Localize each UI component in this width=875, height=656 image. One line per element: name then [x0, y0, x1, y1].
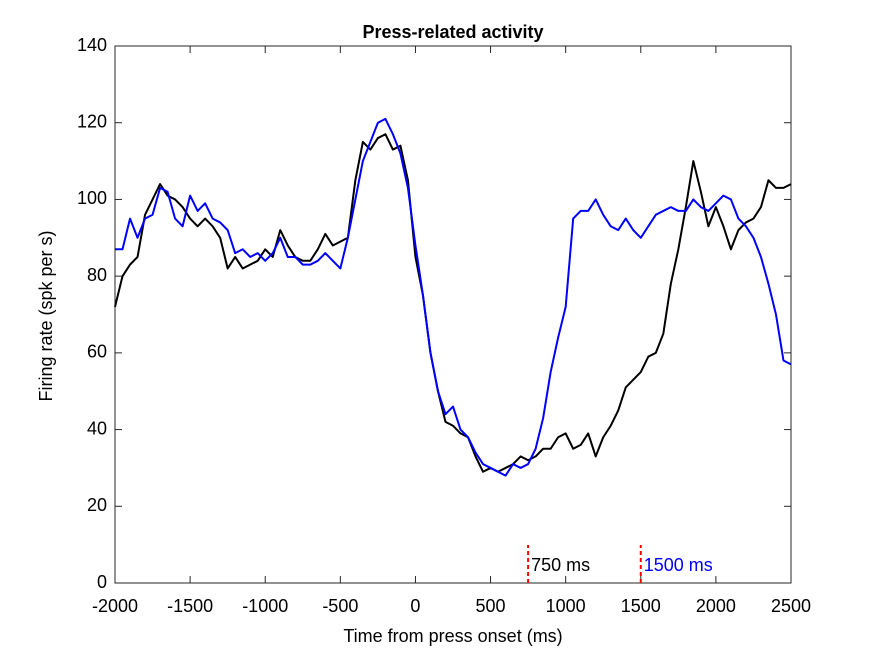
- y-tick-label: 20: [87, 495, 107, 515]
- x-tick-label: 1500: [621, 596, 661, 616]
- x-tick-label: 2000: [696, 596, 736, 616]
- y-tick-label: 100: [77, 188, 107, 208]
- x-tick-label: 2500: [771, 596, 811, 616]
- y-tick-label: 140: [77, 35, 107, 55]
- annotation-label: 1500 ms: [644, 555, 713, 575]
- y-tick-label: 80: [87, 265, 107, 285]
- x-axis-label: Time from press onset (ms): [343, 626, 562, 646]
- x-tick-label: 1000: [546, 596, 586, 616]
- y-tick-label: 0: [97, 572, 107, 592]
- series-line: [114, 133, 792, 473]
- x-tick-label: -1500: [167, 596, 213, 616]
- plot-box: [114, 45, 792, 584]
- series-line: [115, 117, 792, 477]
- x-tick-label: 0: [410, 596, 420, 616]
- x-tick-label: -500: [322, 596, 358, 616]
- y-tick-label: 120: [77, 111, 107, 131]
- y-tick-label: 60: [87, 342, 107, 362]
- chart-title: Press-related activity: [362, 22, 543, 42]
- y-axis-label: Firing rate (spk per s): [36, 230, 56, 401]
- x-tick-label: 500: [476, 596, 506, 616]
- annotation-label: 750 ms: [531, 555, 590, 575]
- x-tick-label: -1000: [242, 596, 288, 616]
- y-tick-label: 40: [87, 418, 107, 438]
- x-tick-label: -2000: [92, 596, 138, 616]
